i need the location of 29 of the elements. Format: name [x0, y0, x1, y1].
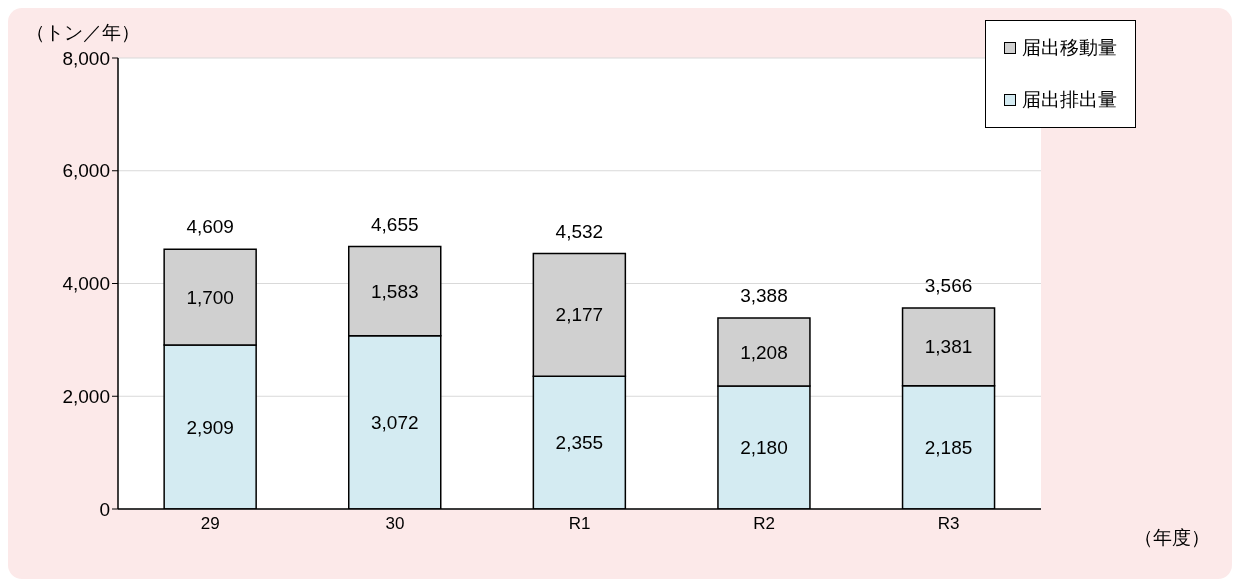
total-label: 3,566 [924, 274, 973, 296]
legend-label: 届出排出量 [1022, 88, 1117, 112]
y-tick-label: 4,000 [62, 273, 110, 295]
data-label: 1,381 [924, 336, 973, 358]
data-label: 2,909 [186, 416, 234, 438]
data-label: 2,185 [924, 436, 973, 458]
data-label: 2,180 [740, 437, 788, 459]
y-axis-title: （トン／年） [26, 21, 140, 45]
total-label: 3,388 [740, 285, 788, 306]
x-tick-label: R2 [753, 514, 775, 534]
data-label: 1,208 [740, 341, 788, 363]
total-label: 4,609 [186, 216, 234, 238]
data-label: 2,177 [555, 304, 604, 326]
y-tick-label: 0 [99, 498, 110, 520]
x-axis-title: （年度） [1134, 526, 1210, 550]
total-label: 4,532 [555, 220, 604, 242]
total-label: 4,655 [370, 213, 419, 235]
data-label: 1,700 [186, 286, 234, 308]
x-tick-label: 30 [385, 514, 405, 534]
legend-label: 届出移動量 [1022, 36, 1117, 60]
data-label: 1,583 [370, 280, 419, 302]
y-tick-label: 6,000 [62, 160, 110, 182]
x-tick-label: R1 [568, 514, 591, 534]
data-label: 3,072 [370, 411, 419, 433]
x-tick-label: 29 [200, 514, 220, 534]
x-tick-label: R3 [937, 514, 960, 534]
data-label: 2,355 [555, 432, 604, 454]
y-tick-label: 2,000 [62, 385, 110, 407]
y-tick-label: 8,000 [62, 47, 110, 69]
